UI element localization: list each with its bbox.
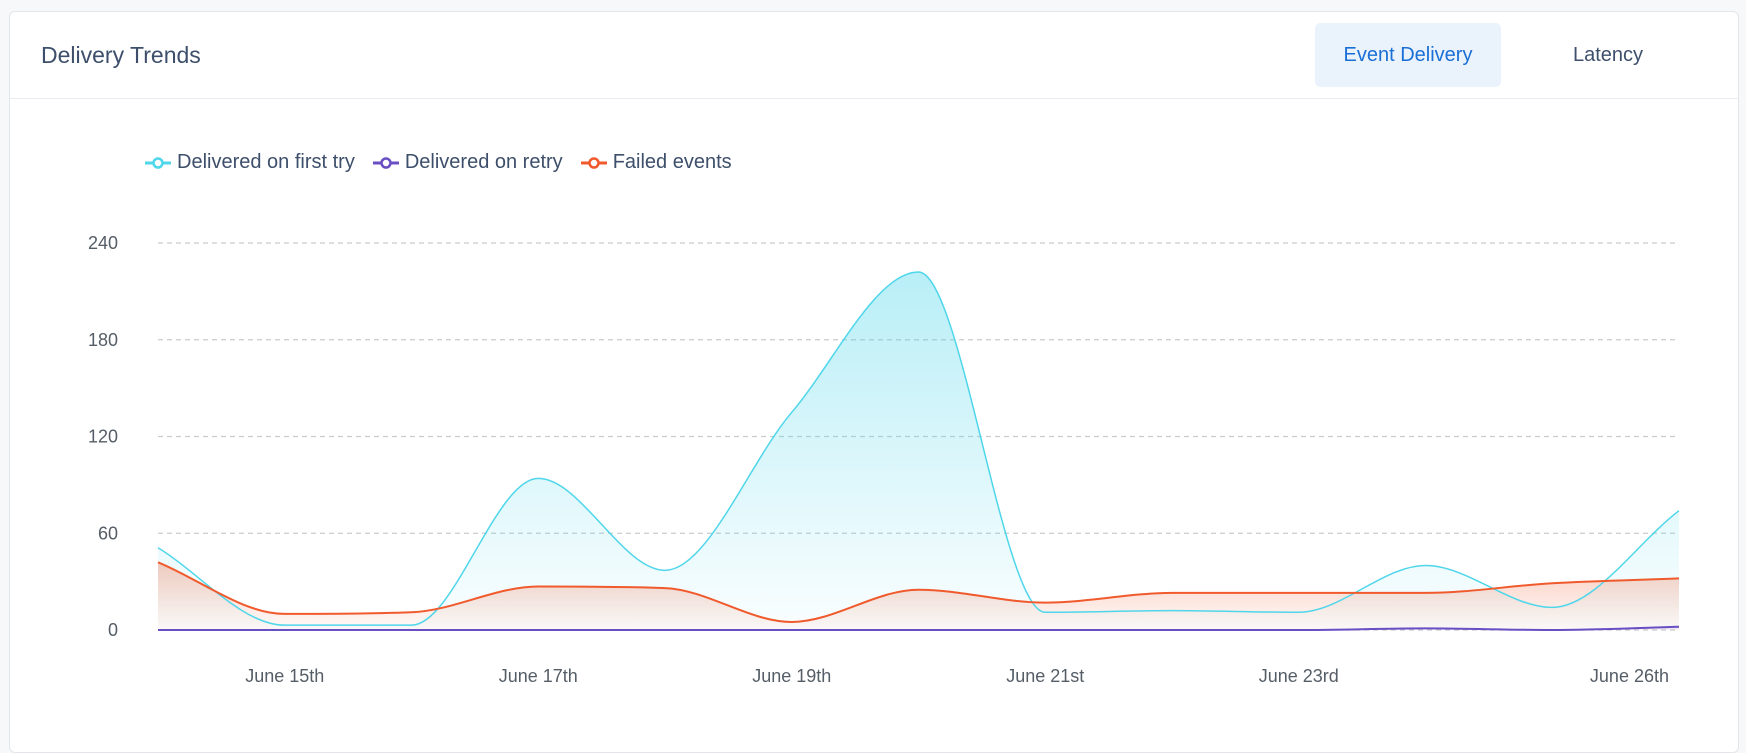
legend-item-failed[interactable]: Failed events [580,151,732,174]
x-tick-label: June 21st [1006,666,1084,686]
card-title: Delivery Trends [41,42,201,68]
x-tick-label: June 15th [245,666,324,686]
line-failed [157,561,1680,623]
delivery-chart: 0 60 120 180 240 June 15th June 17th June 19th J… [88,233,1680,686]
x-tick-label: June 23rd [1259,666,1339,686]
line-first-try [157,271,1680,626]
x-tick-label: June 19th [752,666,831,686]
card-header: Delivery Trends Event Delivery Latency [10,12,1738,99]
line-retry [158,625,1680,632]
legend-item-first-try[interactable]: Delivered on first try [145,151,355,174]
area-first-try [158,272,1679,630]
legend-marker-icon [580,156,607,169]
y-tick-label: 240 [88,233,118,253]
chart-legend: Delivered on first try Delivered on retr… [145,151,732,174]
area-failed [158,562,1679,630]
y-tick-label: 60 [98,523,118,543]
y-tick-label: 120 [88,427,118,447]
tab-event-delivery[interactable]: Event Delivery [1315,23,1501,87]
x-tick-label: June 26th [1590,666,1669,686]
legend-label: Failed events [612,151,732,173]
legend-marker-icon [372,156,399,169]
legend-marker-icon [145,156,171,169]
legend-label: Delivered on retry [404,151,563,173]
x-tick-label: June 17th [499,666,578,686]
legend-item-retry[interactable]: Delivered on retry [372,151,563,174]
legend-label: Delivered on first try [177,151,355,173]
y-tick-label: 180 [88,330,118,350]
y-tick-label: 0 [108,620,118,640]
tab-latency[interactable]: Latency [1572,44,1644,66]
